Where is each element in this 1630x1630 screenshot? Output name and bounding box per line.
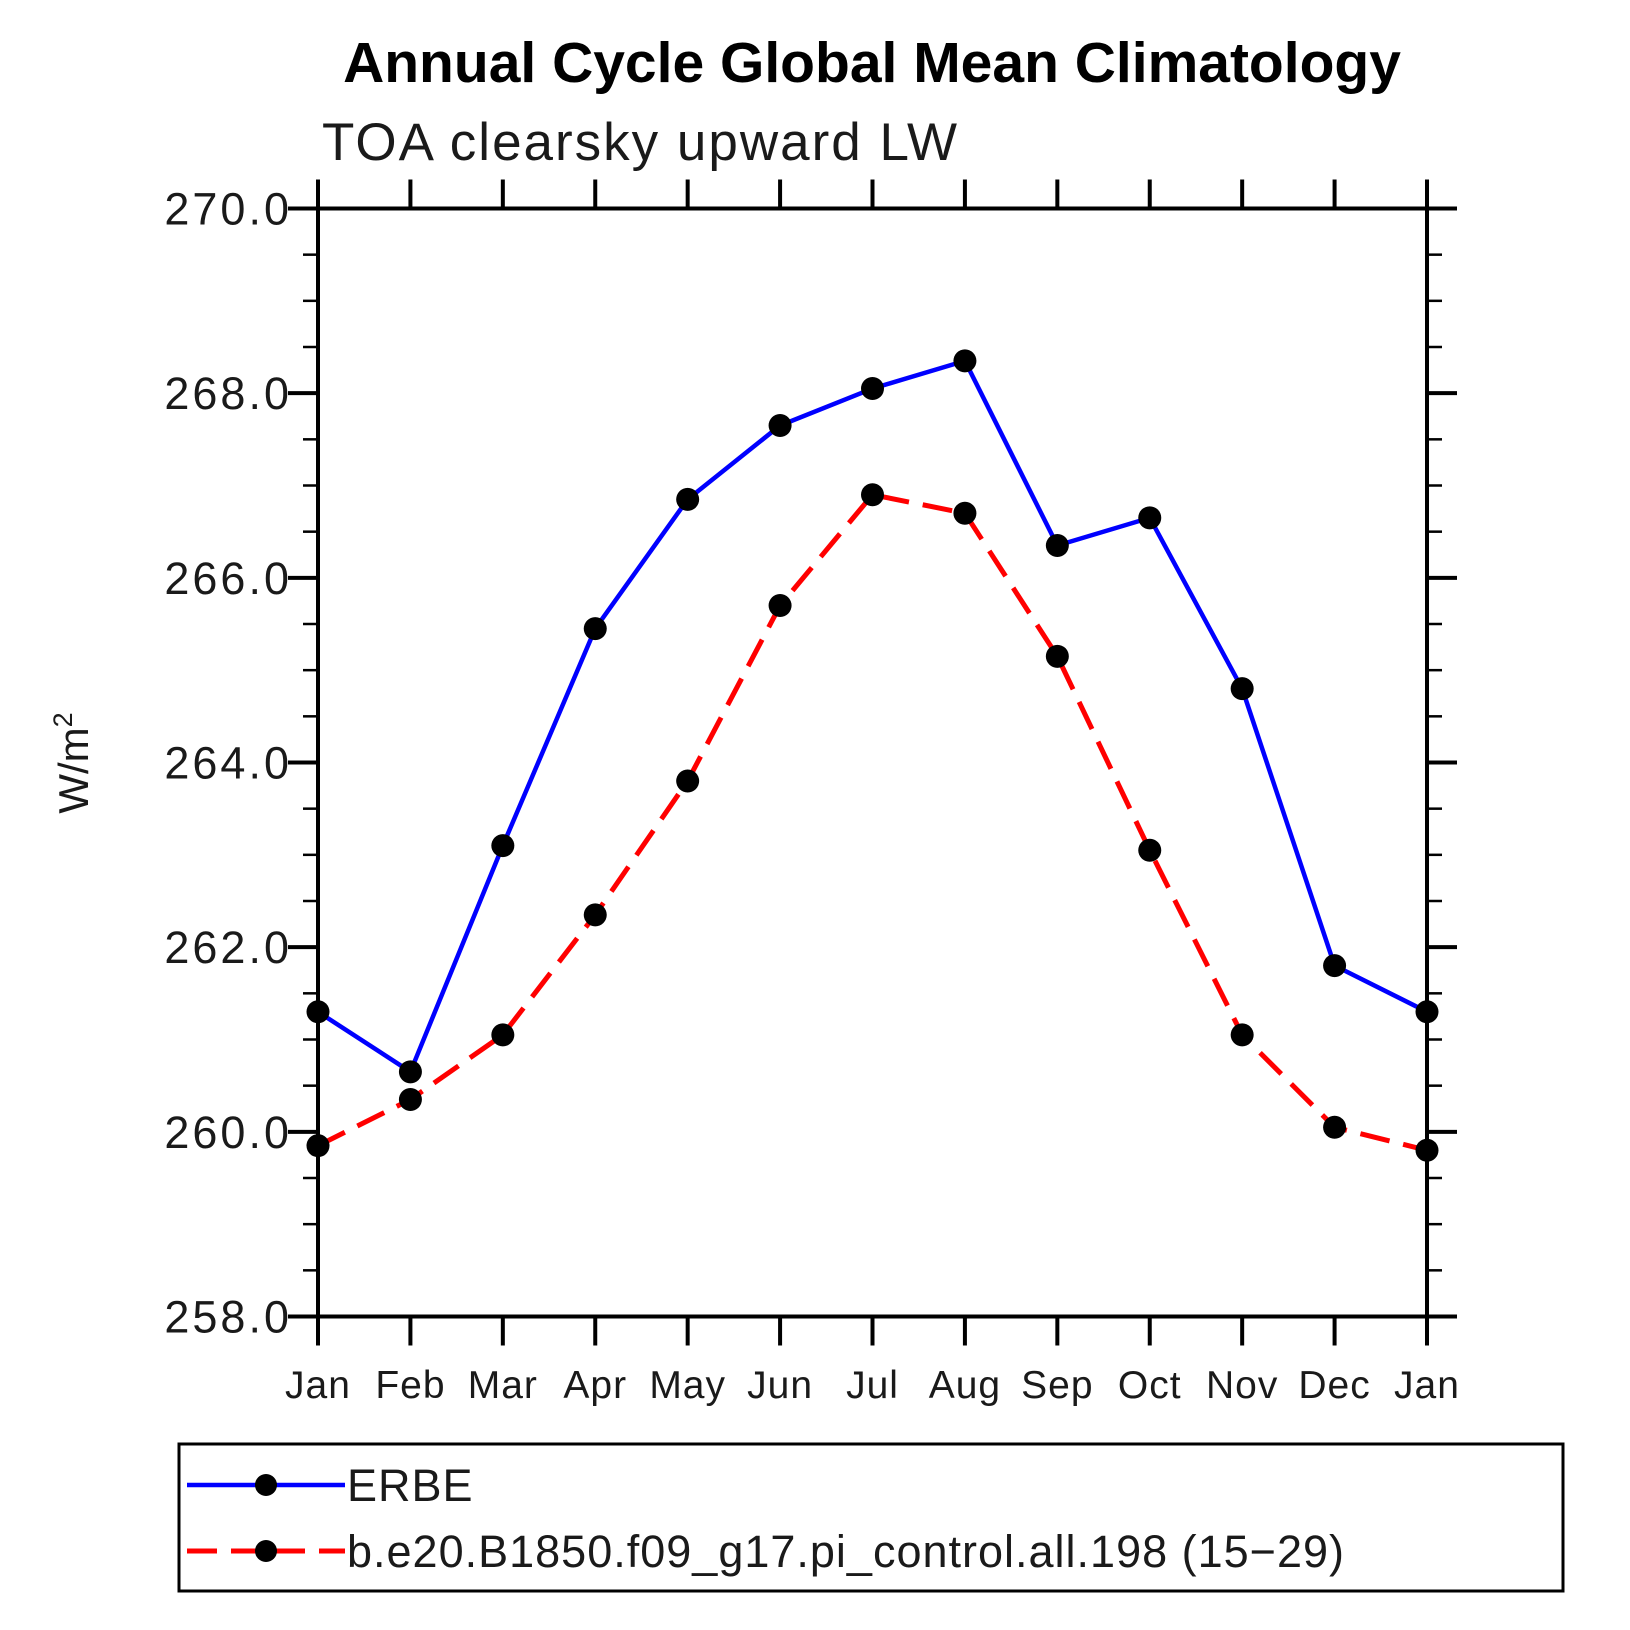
x-tick-label: Jan [1394, 1364, 1460, 1407]
series-marker-1 [398, 1088, 422, 1112]
y-tick-label: 264.0 [164, 738, 292, 789]
series-marker-0 [861, 377, 884, 401]
y-tick-label: 270.0 [164, 184, 292, 235]
y-tick-label: 266.0 [164, 553, 292, 604]
series-marker-0 [1323, 954, 1347, 978]
x-tick-label: Oct [1118, 1364, 1182, 1407]
series-marker-1 [676, 769, 700, 793]
series-marker-1 [491, 1023, 515, 1047]
x-tick-label: Feb [375, 1364, 445, 1407]
axes-layer: 258.0 260.0 262.0 264.0 266.0 268.0 270.0 Jan Fe… [164, 179, 1460, 1407]
chart-title: Annual Cycle Global Mean Climatology [343, 31, 1401, 95]
x-tick-label: Dec [1298, 1364, 1370, 1407]
x-tick-label: Nov [1206, 1364, 1278, 1407]
series-marker-1 [306, 1134, 330, 1158]
plot-frame [316, 206, 1429, 1319]
series-marker-0 [398, 1060, 422, 1084]
x-tick-label: Jul [846, 1364, 899, 1407]
chart-subtitle: TOA clearsky upward LW [322, 113, 959, 172]
series-marker-0 [1138, 506, 1162, 530]
series-marker-1 [1415, 1138, 1439, 1162]
legend-sample-marker-0 [255, 1474, 277, 1496]
series-marker-0 [491, 834, 515, 858]
y-tick-label: 262.0 [164, 922, 292, 973]
x-tick-label: Mar [468, 1364, 538, 1407]
x-tick-label: Jan [285, 1364, 351, 1407]
legend-label-0: ERBE [347, 1460, 474, 1511]
series-marker-0 [306, 1000, 330, 1024]
series-marker-0 [1045, 534, 1069, 558]
series-marker-1 [1230, 1023, 1254, 1047]
x-tick-label: May [649, 1364, 726, 1407]
series-marker-1 [1138, 838, 1162, 862]
series-marker-0 [953, 349, 977, 373]
series-marker-0 [768, 413, 792, 437]
legend-sample-marker-1 [255, 1540, 277, 1562]
series-marker-1 [1323, 1115, 1347, 1139]
series-line-1 [316, 492, 1428, 1153]
y-tick-label: 268.0 [164, 368, 292, 419]
series-marker-0 [676, 487, 700, 511]
x-tick-label: Jun [747, 1364, 813, 1407]
y-tick-label: 258.0 [164, 1292, 292, 1343]
series-marker-0 [1415, 1000, 1439, 1024]
series-line-0 [316, 358, 1429, 1075]
legend-box: ERBE b.e20.B1850.f09_g17.pi_control.all.1… [177, 1442, 1565, 1593]
series-marker-1 [768, 594, 792, 618]
series-marker-1 [861, 483, 884, 507]
legend-label-1: b.e20.B1850.f09_g17.pi_control.all.198 (… [347, 1526, 1345, 1577]
series-marker-0 [1230, 677, 1254, 701]
y-tick-label: 260.0 [164, 1107, 292, 1158]
x-tick-label: Aug [929, 1364, 1001, 1407]
y-axis-title-base: W/m [50, 727, 97, 813]
x-tick-label: Sep [1021, 1364, 1093, 1407]
series-layer [306, 349, 1439, 1162]
series-marker-1 [1045, 644, 1069, 668]
x-tick-label: Apr [563, 1364, 627, 1407]
y-axis-title: W/m2 [48, 712, 97, 813]
series-marker-0 [583, 617, 607, 641]
series-marker-1 [583, 903, 607, 927]
y-axis-title-superscript: 2 [48, 712, 78, 727]
legend-frame [177, 1442, 1565, 1593]
series-marker-1 [953, 501, 977, 525]
